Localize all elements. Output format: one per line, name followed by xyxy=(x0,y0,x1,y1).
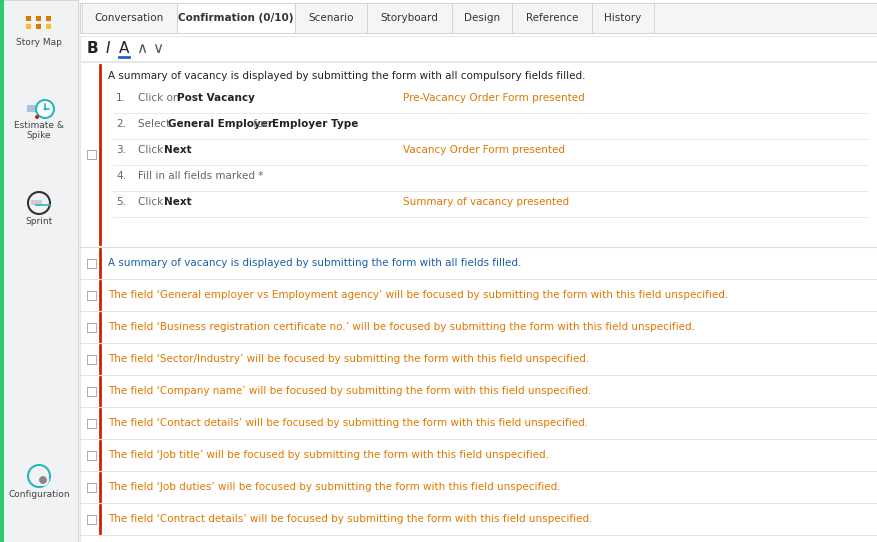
Bar xyxy=(87,259,96,268)
Bar xyxy=(87,354,96,364)
Bar xyxy=(37,107,45,112)
Text: ∨: ∨ xyxy=(153,41,163,56)
Text: Post Vacancy: Post Vacancy xyxy=(177,93,254,103)
Bar xyxy=(452,3,511,33)
Bar xyxy=(177,3,295,33)
Text: I: I xyxy=(105,41,111,56)
Text: Estimate &
Spike: Estimate & Spike xyxy=(14,121,64,140)
Text: The field ‘Job title’ will be focused by submitting the form with this field uns: The field ‘Job title’ will be focused by… xyxy=(108,450,548,460)
Text: The field ‘Contract details’ will be focused by submitting the form with this fi: The field ‘Contract details’ will be foc… xyxy=(108,514,592,524)
Text: General Employer: General Employer xyxy=(168,119,273,129)
Text: Select: Select xyxy=(138,119,174,129)
Bar xyxy=(46,16,51,21)
Text: The field ‘Sector/Industry’ will be focused by submitting the form with this fie: The field ‘Sector/Industry’ will be focu… xyxy=(108,354,588,364)
Text: 3.: 3. xyxy=(116,145,126,155)
Text: Reference: Reference xyxy=(525,13,578,23)
Text: Employer Type: Employer Type xyxy=(272,119,358,129)
Text: Design: Design xyxy=(463,13,500,23)
Text: Storyboard: Storyboard xyxy=(380,13,438,23)
Text: 2.: 2. xyxy=(116,119,126,129)
Text: Next: Next xyxy=(164,145,191,155)
Bar xyxy=(26,24,31,29)
Bar xyxy=(36,16,41,21)
Text: The field ‘General employer vs Employment agency’ will be focused by submitting : The field ‘General employer vs Employmen… xyxy=(108,290,727,300)
Text: The field ‘Business registration certificate no.’ will be focused by submitting : The field ‘Business registration certifi… xyxy=(108,322,695,332)
Text: A: A xyxy=(118,41,129,56)
Bar xyxy=(591,3,653,33)
Circle shape xyxy=(44,107,46,111)
Text: Configuration: Configuration xyxy=(8,490,70,499)
Text: Fill in all fields marked *: Fill in all fields marked * xyxy=(138,171,263,181)
Circle shape xyxy=(36,100,54,118)
Bar xyxy=(31,200,42,205)
Text: 5.: 5. xyxy=(116,197,126,207)
Bar xyxy=(36,24,41,29)
Text: 4.: 4. xyxy=(116,171,126,181)
Text: Vacancy Order Form presented: Vacancy Order Form presented xyxy=(403,145,565,155)
Text: A summary of vacancy is displayed by submitting the form with all fields filled.: A summary of vacancy is displayed by sub… xyxy=(108,258,521,268)
Bar xyxy=(87,450,96,460)
Bar xyxy=(0,0,4,542)
Bar xyxy=(46,24,51,29)
Text: The field ‘Company name’ will be focused by submitting the form with this field : The field ‘Company name’ will be focused… xyxy=(108,386,591,396)
Text: The field ‘Contact details’ will be focused by submitting the form with this fie: The field ‘Contact details’ will be focu… xyxy=(108,418,588,428)
Bar xyxy=(367,3,452,33)
Text: Confirmation (0/10): Confirmation (0/10) xyxy=(178,13,294,23)
Text: A summary of vacancy is displayed by submitting the form with all compulsory fie: A summary of vacancy is displayed by sub… xyxy=(108,71,585,81)
Bar xyxy=(87,291,96,300)
Text: Story Map: Story Map xyxy=(16,38,62,47)
Bar xyxy=(511,3,591,33)
Circle shape xyxy=(38,475,48,485)
Text: Sprint: Sprint xyxy=(25,217,53,226)
Circle shape xyxy=(35,115,39,119)
Text: for: for xyxy=(250,119,271,129)
Bar xyxy=(80,62,877,542)
Text: The field ‘Job duties’ will be focused by submitting the form with this field un: The field ‘Job duties’ will be focused b… xyxy=(108,482,560,492)
Text: Next: Next xyxy=(164,197,191,207)
Bar xyxy=(87,150,96,158)
Text: Conversation: Conversation xyxy=(95,13,164,23)
Text: History: History xyxy=(603,13,641,23)
Text: Scenario: Scenario xyxy=(308,13,353,23)
Text: B: B xyxy=(86,41,97,56)
Bar xyxy=(87,482,96,492)
Text: Click: Click xyxy=(138,145,167,155)
Bar xyxy=(27,105,37,112)
Bar xyxy=(80,36,877,61)
Bar xyxy=(82,3,177,33)
Bar xyxy=(87,322,96,332)
Text: Summary of vacancy presented: Summary of vacancy presented xyxy=(403,197,568,207)
Bar xyxy=(26,16,31,21)
Text: 1.: 1. xyxy=(116,93,126,103)
Bar xyxy=(0,0,78,542)
Bar xyxy=(87,386,96,396)
Bar xyxy=(87,514,96,524)
Text: ∧: ∧ xyxy=(136,41,147,56)
Bar xyxy=(80,3,877,33)
Text: Click: Click xyxy=(138,197,167,207)
Text: Pre-Vacancy Order Form presented: Pre-Vacancy Order Form presented xyxy=(403,93,584,103)
Bar xyxy=(87,418,96,428)
Bar xyxy=(295,3,367,33)
Text: Click on: Click on xyxy=(138,93,182,103)
